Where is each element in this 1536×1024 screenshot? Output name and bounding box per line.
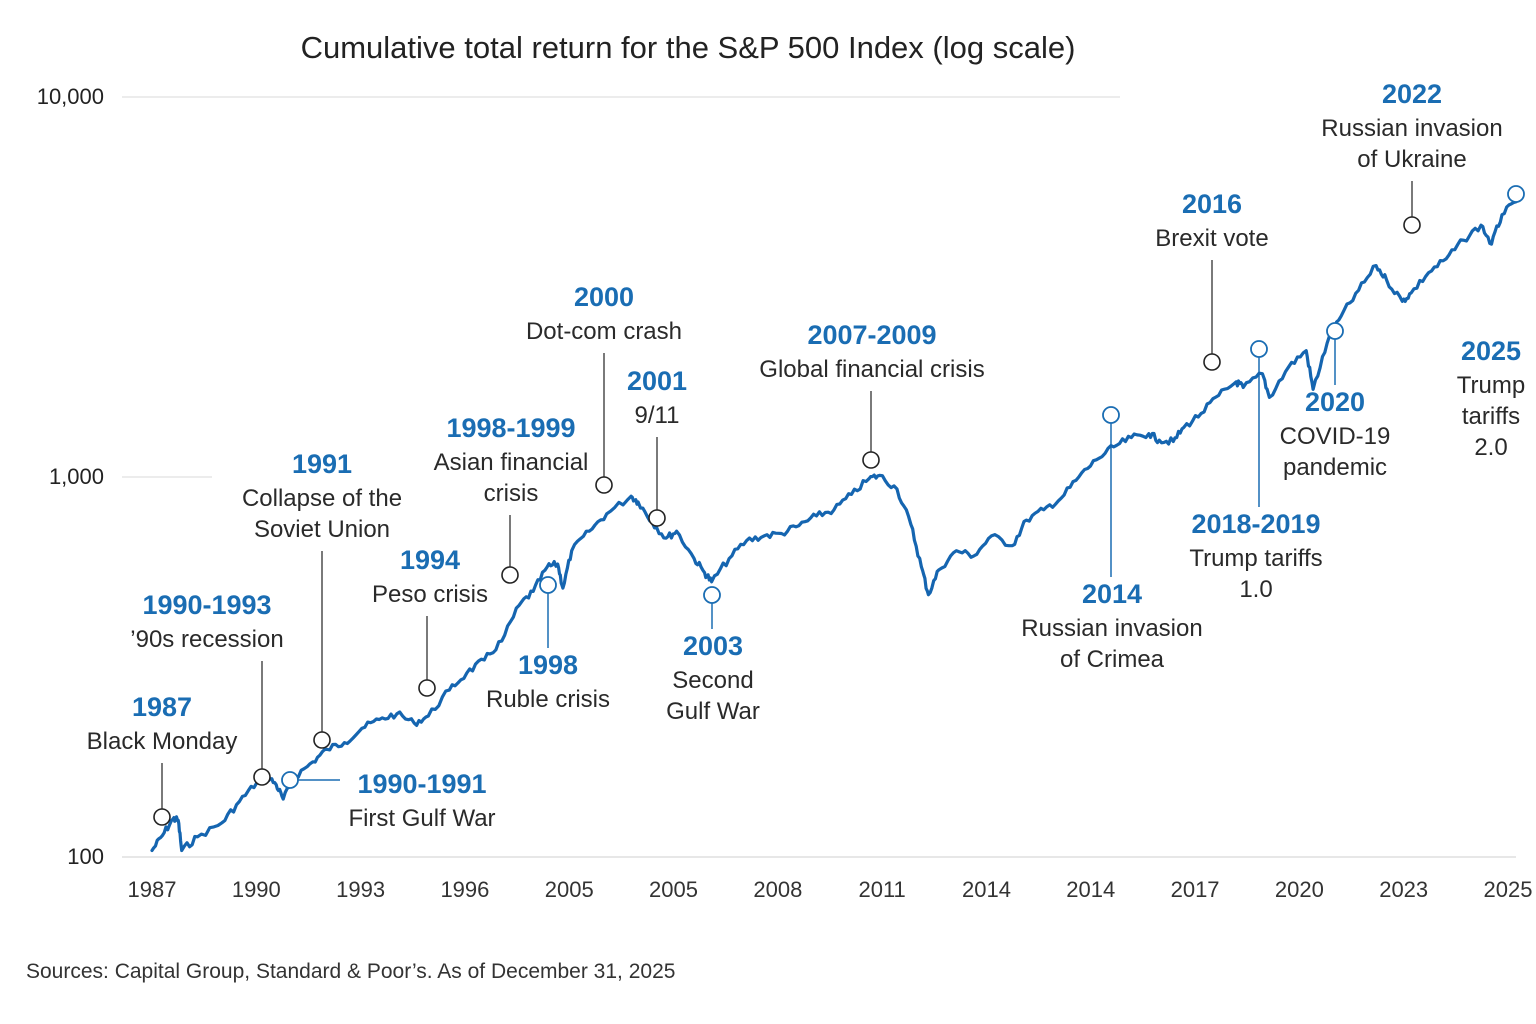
event-marker xyxy=(418,679,436,697)
event-marker xyxy=(281,771,299,789)
y-tick-label: 100 xyxy=(67,844,104,869)
event-year: 2014 xyxy=(1082,579,1142,609)
x-tick-label: 2014 xyxy=(962,877,1011,902)
y-tick-label: 10,000 xyxy=(37,84,104,109)
event-label: First Gulf War xyxy=(348,805,495,832)
x-axis-ticks: 1987 1990 1993 1996 2005 2005 2008 2011 2014 2014… xyxy=(128,877,1533,902)
event-label: Ruble crisis xyxy=(486,686,610,713)
event-marker xyxy=(862,451,880,469)
event-marker xyxy=(1250,340,1268,358)
x-tick-label: 2011 xyxy=(858,877,905,902)
series xyxy=(150,200,1518,853)
event-year: 1998-1999 xyxy=(446,413,575,443)
x-tick-label: 2005 xyxy=(545,877,594,902)
event-year: 2018-2019 xyxy=(1191,509,1320,539)
event-label: tariffs xyxy=(1462,403,1520,430)
x-tick-label: 1996 xyxy=(440,877,489,902)
event-year: 2000 xyxy=(574,282,634,312)
event-year: 2025 xyxy=(1461,336,1521,366)
x-tick-label: 1987 xyxy=(128,877,177,902)
x-tick-label: 2023 xyxy=(1379,877,1428,902)
event-marker xyxy=(1326,322,1344,340)
event-marker xyxy=(648,509,666,527)
x-tick-label: 2025 xyxy=(1484,877,1533,902)
event-label: Second xyxy=(672,667,753,694)
event-marker xyxy=(1507,185,1525,203)
event-label: Soviet Union xyxy=(254,516,390,543)
x-tick-label: 2014 xyxy=(1066,877,1115,902)
event-marker xyxy=(1203,353,1221,371)
event-markers xyxy=(153,185,1525,826)
event-marker xyxy=(595,476,613,494)
event-year: 1990-1993 xyxy=(142,590,271,620)
event-label: Trump xyxy=(1457,372,1525,399)
event-year: 1994 xyxy=(400,545,460,575)
event-marker xyxy=(539,576,557,594)
event-label: Dot-com crash xyxy=(526,318,682,345)
x-tick-label: 1990 xyxy=(232,877,281,902)
event-year: 2007-2009 xyxy=(807,320,936,350)
y-tick-label: 1,000 xyxy=(49,464,104,489)
event-label: Russian invasion xyxy=(1321,115,1502,142)
event-marker xyxy=(1403,216,1421,234)
grid xyxy=(122,96,1516,858)
event-label: of Crimea xyxy=(1060,646,1165,673)
event-marker xyxy=(313,731,331,749)
event-year: 2020 xyxy=(1305,387,1365,417)
event-label: Black Monday xyxy=(87,728,238,755)
event-label: 1.0 xyxy=(1239,576,1272,603)
event-marker xyxy=(501,566,519,584)
event-leaders xyxy=(161,181,1413,809)
event-label: of Ukraine xyxy=(1357,146,1466,173)
event-label: 9/11 xyxy=(635,402,680,429)
event-label: pandemic xyxy=(1283,454,1387,481)
series-line xyxy=(150,200,1518,853)
x-tick-label: 1993 xyxy=(336,877,385,902)
event-marker xyxy=(153,808,171,826)
y-axis-ticks: 100 1,000 10,000 xyxy=(37,84,104,869)
event-label: Global financial crisis xyxy=(759,356,984,383)
event-label: COVID-19 xyxy=(1280,423,1391,450)
event-marker xyxy=(253,768,271,786)
event-year: 1990-1991 xyxy=(357,769,486,799)
event-year: 2022 xyxy=(1382,79,1442,109)
chart-title: Cumulative total return for the S&P 500 … xyxy=(301,30,1076,65)
x-tick-label: 2005 xyxy=(649,877,698,902)
event-year: 2003 xyxy=(683,631,743,661)
event-year: 1998 xyxy=(518,650,578,680)
event-label: Collapse of the xyxy=(242,485,402,512)
event-label: 2.0 xyxy=(1474,434,1507,461)
event-year: 2016 xyxy=(1182,189,1242,219)
event-year: 1991 xyxy=(292,449,352,479)
x-tick-label: 2017 xyxy=(1171,877,1220,902)
event-annotations: 1987 Black Monday 1990-1993 ’90s recession 1… xyxy=(87,79,1526,832)
event-label: Peso crisis xyxy=(372,581,488,608)
event-year: 2001 xyxy=(627,366,687,396)
event-label: Asian financial xyxy=(434,449,589,476)
event-label: Trump tariffs xyxy=(1189,545,1322,572)
x-tick-label: 2008 xyxy=(753,877,802,902)
x-tick-label: 2020 xyxy=(1275,877,1324,902)
event-marker xyxy=(1102,406,1120,424)
event-label: Gulf War xyxy=(666,698,760,725)
event-label: Russian invasion xyxy=(1021,615,1202,642)
event-label: Brexit vote xyxy=(1155,225,1268,252)
event-label: crisis xyxy=(484,480,539,507)
event-marker xyxy=(703,586,721,604)
event-year: 1987 xyxy=(132,692,192,722)
event-label: ’90s recession xyxy=(130,626,283,653)
source-note: Sources: Capital Group, Standard & Poor’… xyxy=(26,960,675,983)
